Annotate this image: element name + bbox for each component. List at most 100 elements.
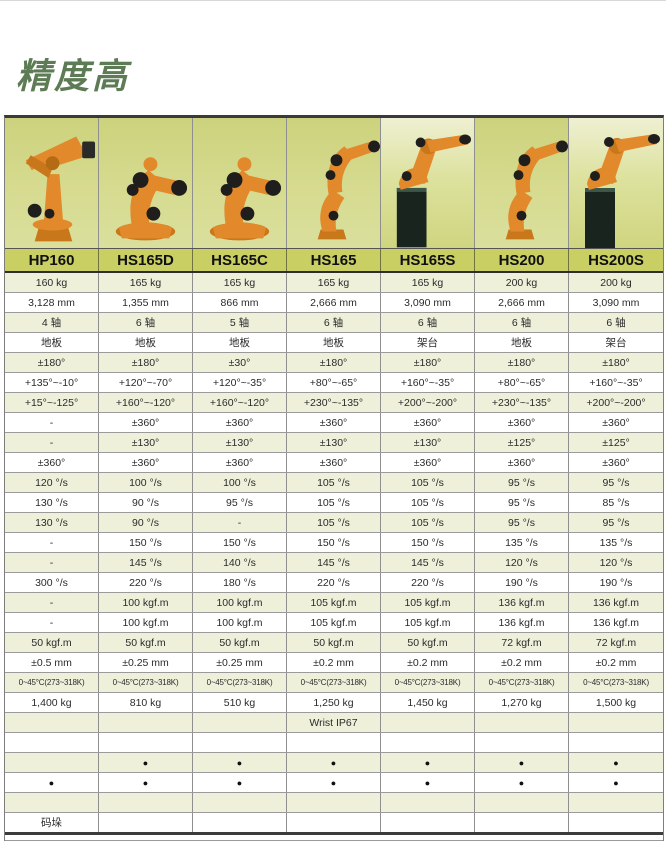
spec-row-wrist-protection: Wrist IP67 xyxy=(5,713,663,733)
spec-cell: 6 轴 xyxy=(606,317,626,329)
spec-cell: 100 kgf.m xyxy=(99,593,193,612)
spec-cell xyxy=(5,713,99,732)
spec-cell xyxy=(287,813,381,832)
spec-cell: 0~45°C(273~318K) xyxy=(475,673,569,692)
spec-cell: 1,250 kg xyxy=(287,693,381,712)
spec-cell xyxy=(287,733,381,752)
spec-row-application-dots-2: ● ● ● ● ● ● ● xyxy=(5,773,663,793)
robot-image-hs165s xyxy=(381,118,475,248)
spec-cell: 架台 xyxy=(605,337,627,349)
spec-cell: ±360° xyxy=(99,413,193,432)
spec-row-robot-mass: 1,400 kg 810 kg 510 kg 1,250 kg 1,450 kg 1,27… xyxy=(5,693,663,713)
spec-cell: 3,090 mm xyxy=(381,293,475,312)
spec-cell: ±360° xyxy=(99,453,193,472)
spec-cell: ±0.2 mm xyxy=(475,653,569,672)
spec-cell: +200°~-200° xyxy=(586,396,646,409)
spec-row-axis3-speed: 130 °/s 90 °/s -105 °/s 105 °/s 95 °/s 95 °/s xyxy=(5,513,663,533)
spec-cell: 0~45°C(273~318K) xyxy=(99,673,193,692)
spec-cell: 105 °/s xyxy=(287,473,381,492)
spec-cell: 220 °/s xyxy=(287,573,381,592)
spec-row-axis5-speed: -145 °/s 140 °/s 145 °/s 145 °/s 120 °/s 120 … xyxy=(5,553,663,573)
model-header-hp160: HP160 xyxy=(5,249,99,271)
spec-cell: ±125° xyxy=(475,433,569,452)
spec-cell: 135 °/s xyxy=(599,536,633,549)
spec-cell: ±360° xyxy=(287,413,381,432)
spec-cell xyxy=(475,733,569,752)
spec-cell: ● xyxy=(99,773,193,792)
spec-cell xyxy=(381,813,475,832)
spec-cell: 100 kgf.m xyxy=(193,613,287,632)
spec-cell: 1,355 mm xyxy=(99,293,193,312)
spec-cell: ±30° xyxy=(193,353,287,372)
spec-cell: 165 kg xyxy=(381,273,475,292)
spec-cell: 120 °/s xyxy=(599,556,633,569)
spec-cell xyxy=(475,793,569,812)
spec-cell: 50 kgf.m xyxy=(287,633,381,652)
robot-image-hs165d xyxy=(99,118,193,248)
spec-cell: 1,450 kg xyxy=(381,693,475,712)
spec-cell: ±360° xyxy=(475,453,569,472)
spec-cell: 地板 xyxy=(99,333,193,352)
spec-cell: 码垛 xyxy=(5,813,99,832)
spec-cell: 90 °/s xyxy=(99,513,193,532)
spec-cell: 866 mm xyxy=(193,293,287,312)
spec-cell: +80°~-65° xyxy=(475,373,569,392)
spec-cell: 4 轴 xyxy=(5,313,99,332)
spec-cell: ±180° xyxy=(475,353,569,372)
spec-cell: ±125° xyxy=(602,436,630,449)
spec-cell: 100 °/s xyxy=(193,473,287,492)
spec-cell: 810 kg xyxy=(99,693,193,712)
spec-cell: 6 轴 xyxy=(475,313,569,332)
spec-cell: ±180° xyxy=(381,353,475,372)
spec-cell: ±0.25 mm xyxy=(193,653,287,672)
spec-cell xyxy=(475,813,569,832)
spec-row-axis5-range: - ±130° ±130° ±130° ±130° ±125° ±125° xyxy=(5,433,663,453)
spec-cell xyxy=(99,793,193,812)
spec-cell: 3,090 mm xyxy=(592,296,640,309)
spec-cell: 72 kgf.m xyxy=(595,636,637,649)
spec-row-operating-temperature: 0~45°C(273~318K) 0~45°C(273~318K) 0~45°C(2… xyxy=(5,673,663,693)
spec-row-spacer-2 xyxy=(5,793,663,813)
spec-cell: ±180° xyxy=(99,353,193,372)
spec-cell: 105 °/s xyxy=(381,473,475,492)
spec-cell: ● xyxy=(613,757,619,768)
spec-cell: 136 kgf.m xyxy=(592,616,640,629)
spec-cell: 1,270 kg xyxy=(475,693,569,712)
spec-cell: 95 °/s xyxy=(193,493,287,512)
spec-cell: ±360° xyxy=(602,416,630,429)
spec-cell: 150 °/s xyxy=(99,533,193,552)
spec-cell xyxy=(381,793,475,812)
spec-cell: ±360° xyxy=(602,456,630,469)
page-title: 精度高 xyxy=(16,57,131,96)
spec-cell: ±360° xyxy=(475,413,569,432)
spec-cell: 190 °/s xyxy=(475,573,569,592)
spec-cell: +230°~-135° xyxy=(475,393,569,412)
spec-cell: 105 kgf.m xyxy=(381,613,475,632)
spec-cell: 130 °/s xyxy=(5,513,99,532)
model-header-hs165: HS165 xyxy=(287,249,381,271)
spec-cell: ±130° xyxy=(193,433,287,452)
spec-row-axis3-range: +15°~-125° +160°~-120° +160°~-120° +230°~-1… xyxy=(5,393,663,413)
spec-row-max-reach: 3,128 mm 1,355 mm 866 mm 2,666 mm 3,090 mm 2,… xyxy=(5,293,663,313)
spec-cell: 地板 xyxy=(193,333,287,352)
spec-row-axis5-moment: -100 kgf.m 100 kgf.m 105 kgf.m 105 kgf.m 136… xyxy=(5,613,663,633)
spec-cell: ● xyxy=(193,773,287,792)
spec-cell xyxy=(99,733,193,752)
robot-image-hp160 xyxy=(5,118,99,248)
spec-cell: 120 °/s xyxy=(5,473,99,492)
robot-image-band xyxy=(5,118,663,248)
spec-cell: 145 °/s xyxy=(381,553,475,572)
spec-cell: 72 kgf.m xyxy=(475,633,569,652)
spec-cell: - xyxy=(5,413,99,432)
spec-cell: 165 kg xyxy=(193,273,287,292)
spec-cell: 136 kgf.m xyxy=(592,596,640,609)
spec-cell: - xyxy=(193,513,287,532)
spec-cell: - xyxy=(5,613,99,632)
spec-cell: 95 °/s xyxy=(475,513,569,532)
spec-cell: 50 kgf.m xyxy=(5,633,99,652)
spec-cell: 180 °/s xyxy=(193,573,287,592)
spec-cell: ±130° xyxy=(287,433,381,452)
spec-cell: 220 °/s xyxy=(99,573,193,592)
spec-cell: +15°~-125° xyxy=(5,393,99,412)
